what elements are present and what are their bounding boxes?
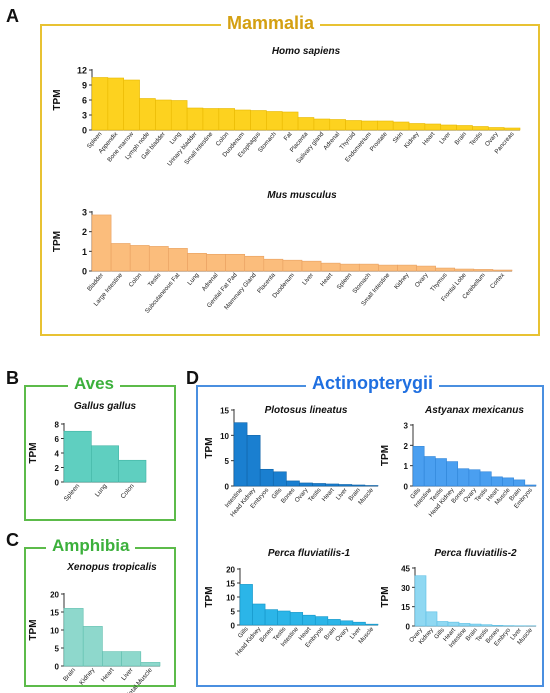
y-tick-label: 4 — [55, 450, 60, 459]
bar-skeletal-muscle — [140, 662, 161, 667]
panel-letter-a: A — [6, 6, 19, 26]
y-tick-label: 3 — [82, 111, 87, 121]
y-tick-label: 10 — [220, 432, 229, 441]
y-tick-label: 0 — [55, 479, 60, 488]
bar-muscle — [365, 623, 379, 626]
chart-title: Astyanax mexicanus — [424, 405, 524, 416]
bar-embryos — [524, 484, 537, 487]
bar-brain — [469, 623, 482, 627]
y-tick-label: 1 — [404, 462, 409, 471]
y-tick-label: 30 — [401, 584, 410, 593]
y-tick-label: 0 — [82, 267, 87, 277]
chart-title: Xenopus tropicalis — [66, 562, 157, 573]
bar-brain — [513, 479, 526, 487]
bar-spleen — [63, 430, 92, 483]
y-axis-label: TPM — [204, 586, 215, 607]
y-tick-label: 3 — [404, 422, 409, 431]
bar-testis — [480, 624, 493, 627]
bar-head-kidney — [246, 435, 261, 487]
y-tick-label: 0 — [231, 622, 236, 631]
y-axis-label: TPM — [204, 437, 215, 458]
y-axis-label: TPM — [52, 231, 63, 252]
bar-liver — [121, 651, 142, 667]
bar-kidney — [425, 611, 438, 627]
y-tick-label: 0 — [406, 623, 411, 632]
y-axis-label: TPM — [28, 619, 39, 640]
bar-muscle — [364, 485, 379, 487]
y-tick-label: 15 — [220, 407, 229, 416]
panel-letter-d: D — [186, 368, 199, 388]
chart-title: Perca fluviatilis-2 — [434, 548, 517, 559]
bar-heart — [447, 621, 460, 627]
y-tick-label: 9 — [82, 81, 87, 91]
bar-bones — [491, 625, 504, 627]
y-tick-label: 20 — [226, 566, 235, 575]
y-tick-label: 5 — [55, 645, 60, 654]
y-tick-label: 0 — [55, 663, 60, 672]
y-tick-label: 20 — [50, 591, 59, 600]
y-tick-label: 2 — [82, 227, 87, 237]
y-tick-label: 5 — [231, 608, 236, 617]
y-tick-label: 10 — [50, 627, 59, 636]
y-axis-label: TPM — [380, 445, 391, 466]
bar-ovary — [414, 575, 427, 627]
y-tick-label: 8 — [55, 421, 60, 430]
y-tick-label: 15 — [401, 603, 410, 612]
chart-title: Homo sapiens — [272, 46, 341, 57]
bar-colon — [118, 459, 147, 483]
y-tick-label: 2 — [404, 442, 409, 451]
y-tick-label: 5 — [225, 457, 230, 466]
y-tick-label: 0 — [404, 483, 409, 492]
y-tick-label: 15 — [226, 580, 235, 589]
bar-liver — [352, 621, 366, 626]
y-tick-label: 12 — [77, 66, 87, 76]
panel-d-title: Actinopterygii — [306, 373, 440, 394]
bar-bladder — [91, 214, 112, 272]
y-axis-label: TPM — [52, 89, 63, 110]
y-tick-label: 45 — [401, 565, 410, 574]
x-tick-label: Fat — [283, 131, 294, 143]
bar-pancreas — [503, 127, 521, 131]
y-tick-label: 10 — [226, 594, 235, 603]
bar-gills — [436, 621, 449, 627]
bar-kidney — [82, 626, 103, 667]
panel-b-title: Aves — [68, 374, 121, 394]
panel-letter-b: B — [6, 368, 19, 388]
y-axis-label: TPM — [28, 442, 39, 463]
panel-a-title: Mammalia — [221, 13, 321, 34]
panel-letter-c: C — [6, 530, 19, 550]
chart-title: Mus musculus — [267, 190, 337, 201]
chart-title: Perca fluviatilis-1 — [268, 548, 351, 559]
y-tick-label: 6 — [82, 96, 87, 106]
chart-title: Plotosus lineatus — [265, 405, 348, 416]
bar-gills — [272, 471, 287, 487]
y-tick-label: 3 — [82, 208, 87, 218]
y-tick-label: 6 — [55, 435, 60, 444]
bar-intestine — [458, 623, 471, 627]
y-tick-label: 0 — [82, 126, 87, 136]
chart-title: Gallus gallus — [74, 401, 137, 412]
bar-cortex — [492, 269, 513, 272]
panel-c-title: Amphibia — [46, 536, 136, 556]
y-tick-label: 15 — [50, 609, 59, 618]
y-tick-label: 1 — [82, 247, 87, 257]
y-tick-label: 0 — [225, 483, 230, 492]
y-axis-label: TPM — [380, 586, 391, 607]
y-tick-label: 2 — [55, 464, 60, 473]
